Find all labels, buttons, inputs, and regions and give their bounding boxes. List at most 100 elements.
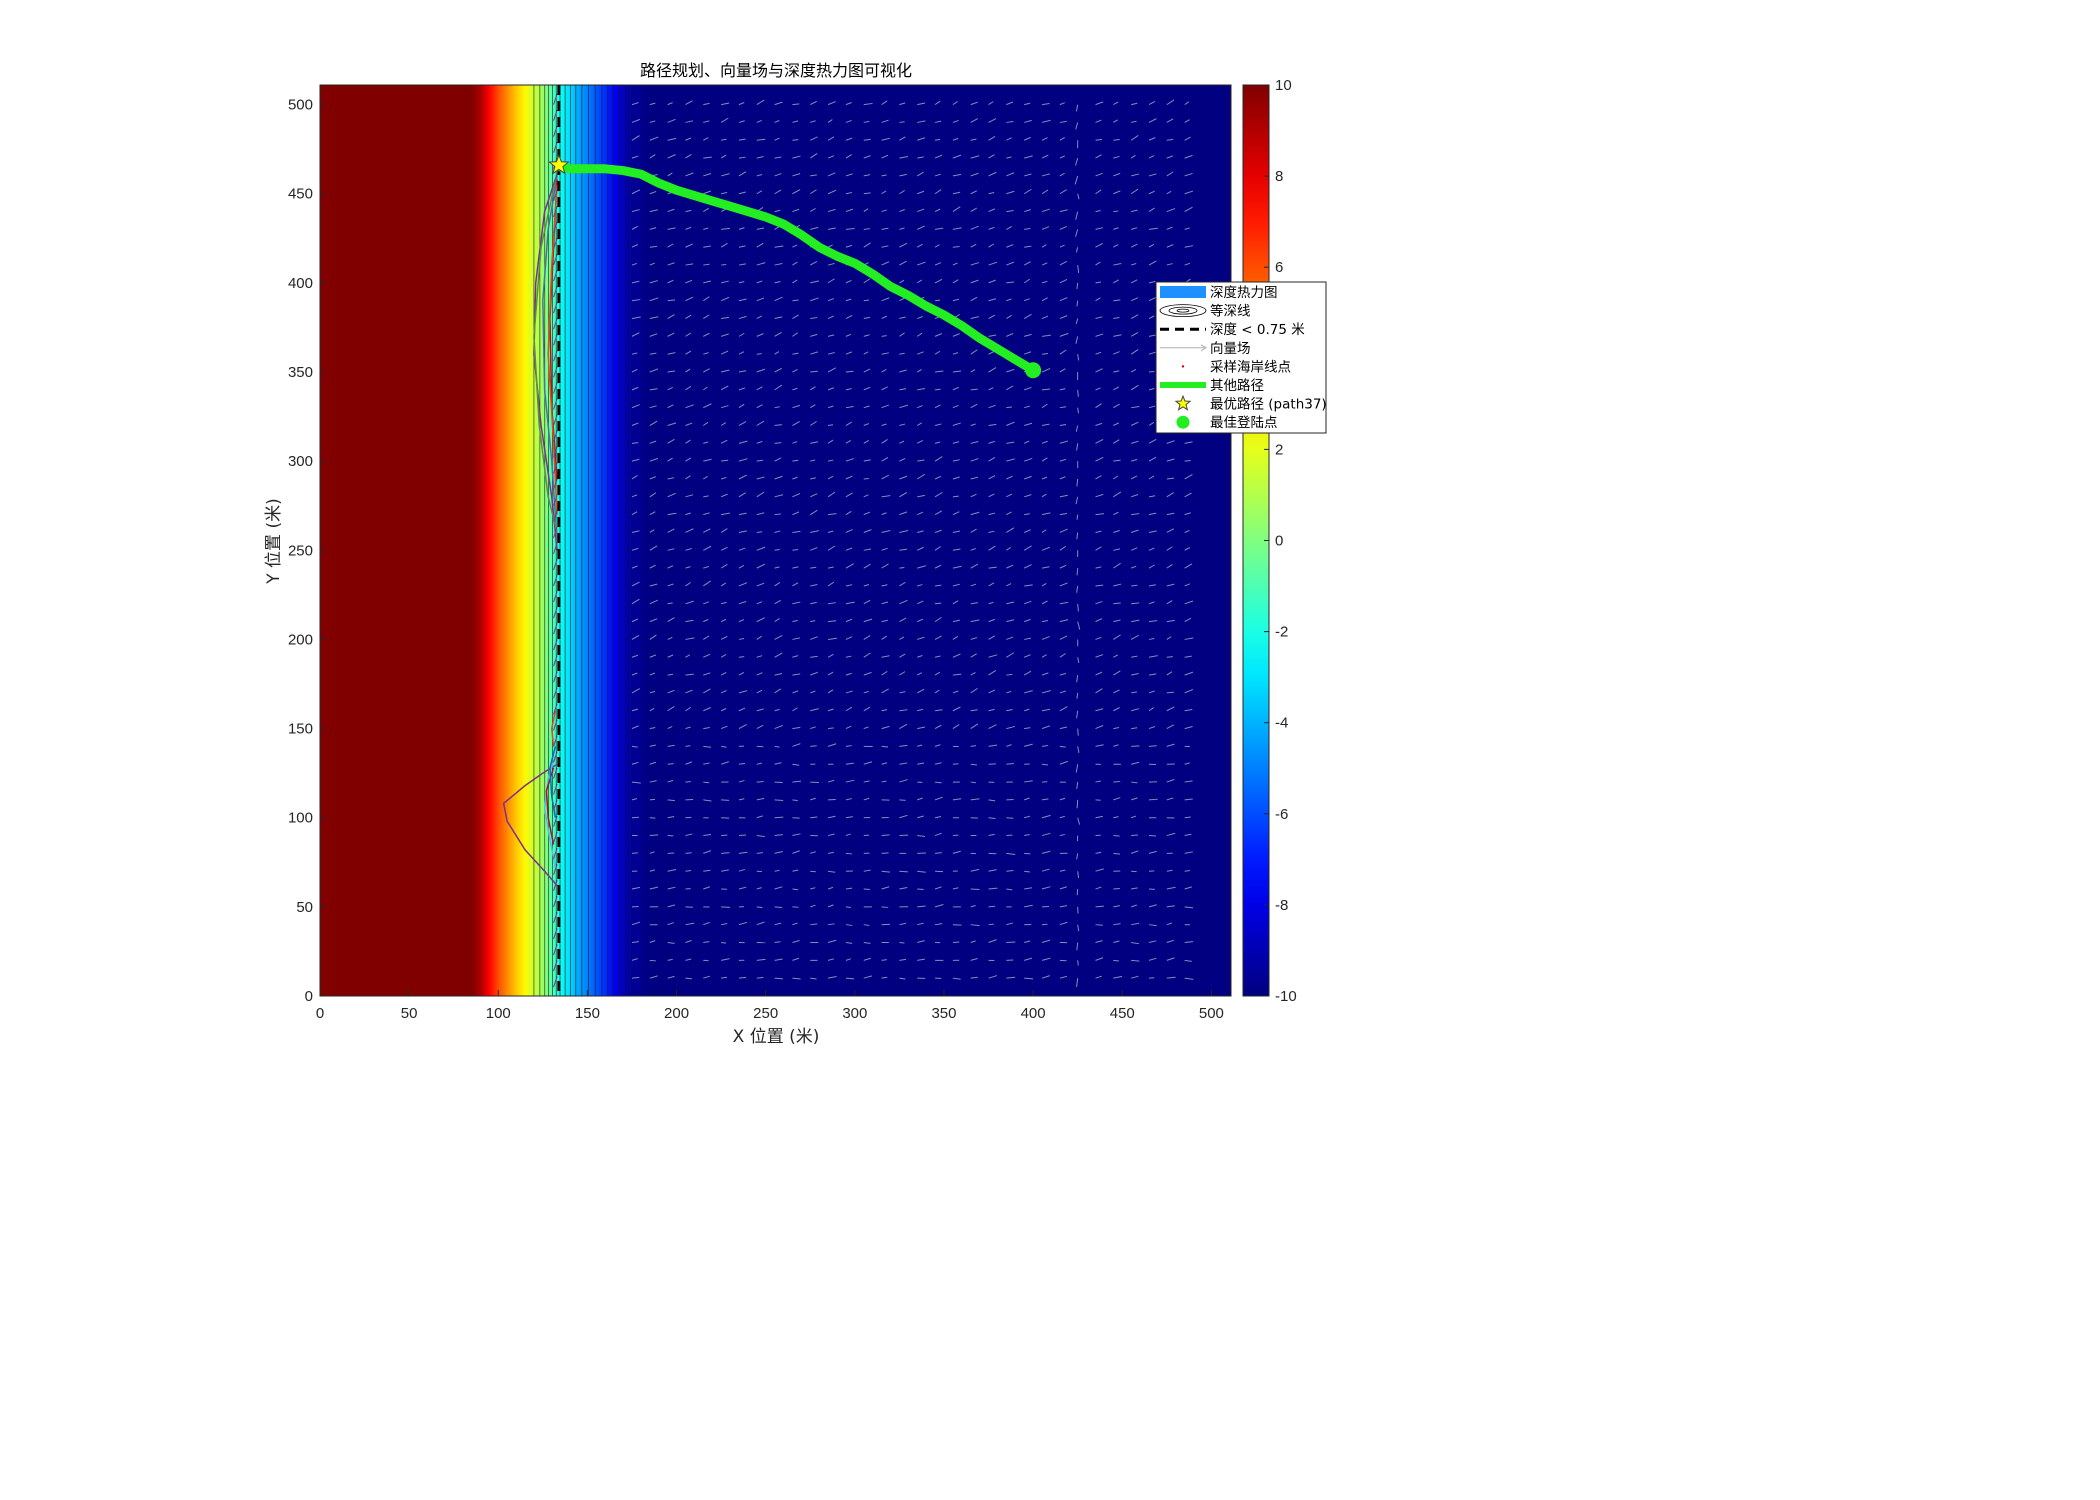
vector-arrow [631,458,640,462]
vector-arrow [1148,924,1157,927]
vector-arrow [721,869,729,872]
vector-arrow [1131,691,1138,694]
vector-arrow [703,688,711,694]
vector-arrow [988,905,996,908]
vector-arrow [970,207,977,213]
vector-arrow [774,209,781,213]
vector-arrow [863,228,871,230]
vector-arrow [952,191,961,195]
vector-arrow [810,690,816,694]
vector-arrow [703,441,709,444]
vector-arrow [845,958,851,961]
vector-arrow [1166,600,1173,605]
vector-arrow [934,709,943,712]
vector-arrow [1130,314,1139,319]
vector-arrow [667,725,673,730]
vector-arrow [649,420,658,426]
vector-arrow [1131,440,1139,444]
vector-arrow [1024,529,1031,533]
vector-arrow [1166,208,1176,213]
vector-arrow [810,887,816,890]
vector-arrow [828,227,836,230]
candidate-path-strand [553,575,558,587]
vector-arrow [1113,227,1119,230]
vector-arrow [649,726,656,730]
vector-arrow [720,385,729,391]
vector-arrow [1041,850,1051,854]
vector-arrow [1006,441,1015,444]
vector-arrow [1041,403,1048,409]
vector-arrow [685,422,693,426]
vector-arrow [863,924,870,926]
vector-arrow [738,403,745,409]
vector-arrow [1148,638,1155,640]
optimal-path-star-marker [548,153,570,175]
vector-arrow [1113,139,1120,141]
vector-arrow [649,352,657,355]
vector-arrow [810,386,816,391]
vector-arrow [667,654,674,658]
vector-arrow [1148,456,1157,462]
vector-arrow [934,154,943,159]
vector-arrow [1006,475,1013,480]
vector-arrow [756,617,765,623]
vector-arrow [1041,763,1048,766]
vector-arrow [1095,815,1103,819]
vector-arrow [1024,422,1033,426]
vector-arrow [917,225,925,230]
vector-arrow [827,545,836,551]
chart-title: 路径规划、向量场与深度热力图可视化 [640,61,912,80]
vector-arrow [988,192,995,195]
vector-arrow [631,547,639,551]
vector-arrow [720,761,730,765]
vector-arrow [1076,799,1079,809]
vector-arrow [1006,546,1012,551]
vector-arrow [934,832,942,837]
vector-arrow [667,243,674,248]
vector-arrow [756,138,766,141]
candidate-path-strand [553,687,558,699]
vector-arrow [845,492,853,498]
vector-arrow [1184,172,1193,177]
vector-arrow [917,120,926,123]
vector-arrow [703,941,710,944]
vector-arrow [685,582,691,587]
vector-arrow [1184,655,1192,658]
vector-arrow [1006,852,1016,855]
vector-arrow [721,942,727,944]
vector-arrow [1131,120,1137,123]
vector-arrow [899,581,906,587]
vector-arrow [649,654,657,658]
vector-arrow [899,762,908,765]
figure: 路径规划、向量场与深度热力图可视化 0 50 100 150 200 250 300 350 4… [264,61,1327,1047]
vector-arrow [631,189,641,195]
vector-arrow [917,494,925,498]
vector-arrow [1006,817,1014,819]
vector-arrow [1184,833,1192,837]
vector-arrow [1166,171,1174,177]
vector-arrow [703,332,710,337]
vector-arrow [881,261,890,266]
vector-arrow [1077,657,1080,663]
vector-arrow [649,120,656,123]
vector-arrow [827,367,836,373]
vector-arrow [970,262,980,266]
x-tick-label: 0 [316,1005,324,1022]
vector-arrow [738,798,745,801]
vector-arrow [1024,513,1030,516]
vector-arrow [1148,835,1156,837]
vector-arrow [916,672,922,676]
vector-arrow [1113,816,1119,819]
vector-arrow [703,368,710,373]
vector-arrow [1148,620,1158,623]
vector-arrow [863,334,870,337]
vector-arrow [631,708,639,712]
vector-arrow [631,654,639,658]
vector-arrow [685,833,693,837]
vector-arrow [1041,868,1050,872]
vector-arrow [756,315,762,319]
vector-arrow [792,940,800,943]
vector-arrow [810,726,816,730]
vector-arrow [899,922,907,926]
vector-arrow [810,370,818,373]
